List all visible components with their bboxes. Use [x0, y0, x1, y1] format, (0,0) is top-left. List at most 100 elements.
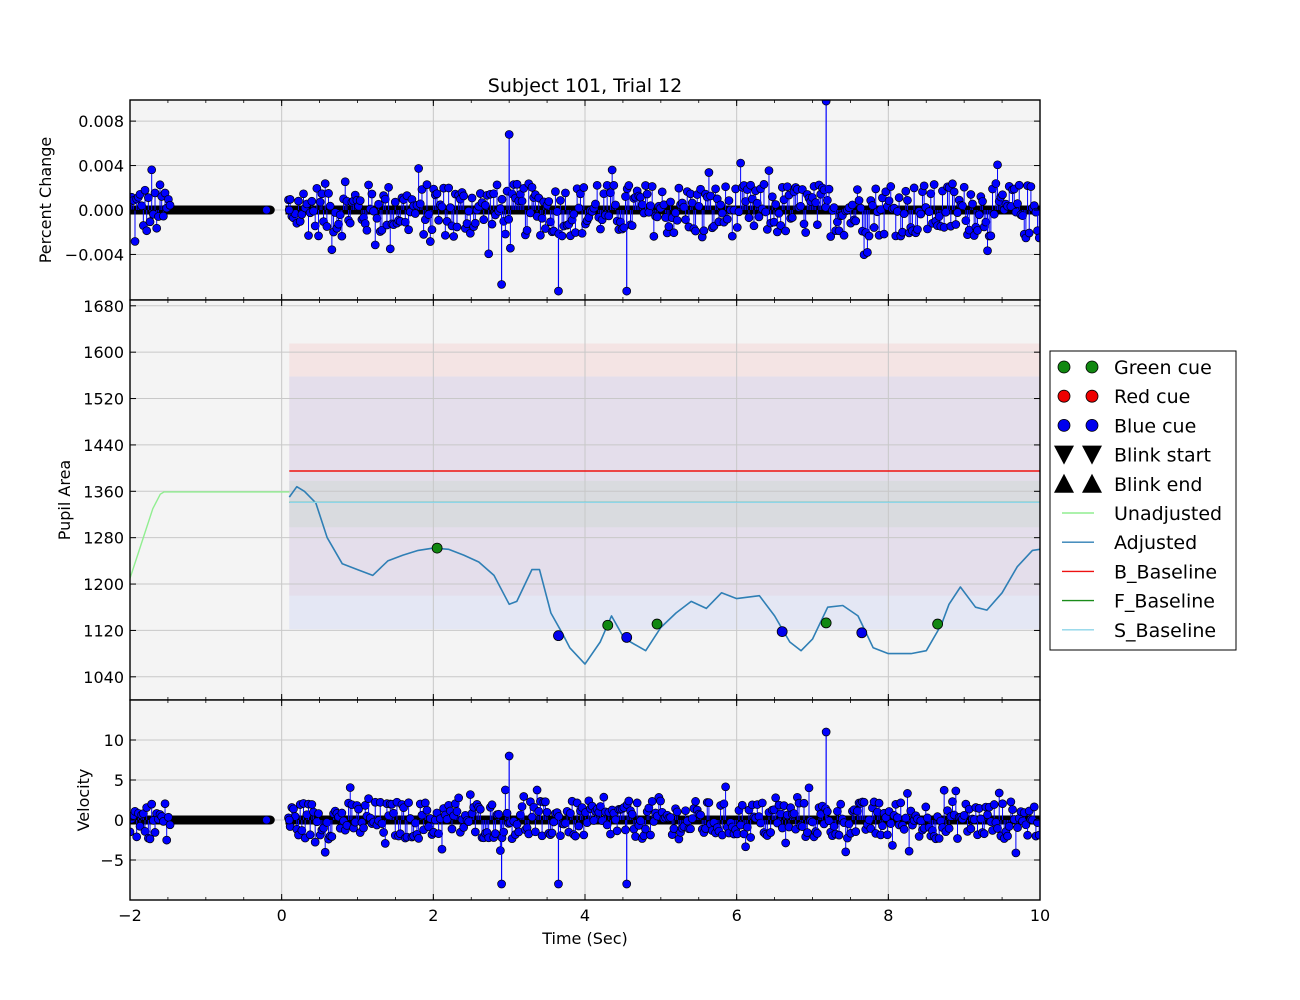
stem-point: [380, 839, 390, 848]
stem-point: [974, 210, 984, 220]
stem-point: [901, 813, 911, 823]
stem-point: [444, 183, 454, 193]
stem-point: [512, 179, 522, 189]
y-axis-label: Pupil Area: [55, 460, 74, 540]
stem-point: [926, 189, 936, 199]
band: [289, 343, 1040, 596]
stem-point: [696, 810, 705, 820]
stem-point: [367, 189, 377, 199]
legend-marker: [1057, 389, 1071, 403]
stem-point: [624, 796, 634, 806]
stem-point: [989, 209, 999, 219]
stem-point: [335, 210, 345, 220]
stem-point: [756, 818, 765, 828]
stem-point: [501, 229, 510, 239]
stem-point: [556, 196, 565, 205]
stem-point: [844, 819, 854, 829]
stem-point: [481, 201, 490, 210]
stem-point: [165, 820, 175, 830]
stem-point: [666, 197, 675, 207]
legend-item: Green cue: [1057, 357, 1212, 379]
y-tick-label: 1360: [83, 482, 124, 501]
stem-point: [764, 166, 774, 175]
stem-point: [577, 228, 587, 238]
stem-point: [993, 824, 1002, 833]
stem-point: [327, 832, 337, 841]
stem-point: [470, 827, 480, 837]
y-tick-label: 1680: [83, 297, 124, 316]
stem-point: [147, 165, 157, 175]
stem-point: [596, 802, 605, 811]
stem-point: [744, 213, 754, 223]
stem-point: [983, 246, 992, 256]
stem-point: [903, 789, 912, 798]
y-tick-label: 5: [114, 771, 124, 790]
stem-point: [527, 182, 537, 192]
stem-point: [649, 232, 659, 241]
stem-point: [137, 201, 147, 211]
stem-point: [445, 203, 455, 212]
stem-point: [824, 184, 834, 194]
stem-point: [415, 199, 425, 209]
stem-point: [621, 192, 630, 201]
stem-point: [144, 193, 153, 203]
stem-point: [901, 186, 911, 196]
stem-point: [896, 798, 906, 808]
legend-label: F_Baseline: [1114, 591, 1215, 613]
legend-label: Red cue: [1114, 386, 1190, 408]
stem-point: [746, 833, 755, 842]
stem-point: [501, 785, 510, 795]
stem-point: [592, 180, 602, 190]
stem-point: [647, 182, 657, 191]
blue-cue-marker: [856, 627, 868, 639]
stem-point: [711, 184, 720, 194]
stem-point: [916, 209, 926, 219]
stem-point: [404, 798, 413, 808]
stem-point: [372, 213, 382, 223]
panel-percent_change: −0.004 0.000 0.004 0.008 Percent Change: [36, 99, 1041, 301]
legend-item: B_Baseline: [1062, 561, 1217, 583]
stem-point: [856, 203, 866, 213]
x-axis-label: Time (Sec): [541, 929, 628, 948]
stem-point: [893, 813, 902, 822]
stem-point: [913, 225, 922, 234]
stem-point: [904, 846, 914, 856]
stem-point: [150, 188, 160, 198]
legend-label: S_Baseline: [1114, 620, 1216, 642]
stem-point: [672, 807, 682, 817]
stem-point: [1013, 823, 1022, 832]
stem-point: [496, 846, 505, 855]
stem-point: [422, 805, 432, 815]
stem-point: [140, 185, 150, 195]
stem-point: [556, 831, 565, 841]
stem-point: [566, 809, 575, 818]
stem-point: [506, 243, 515, 253]
stem-point: [647, 796, 657, 806]
panel-velocity: −5 0 5 10 Velocity −2 0 2 4 6 8 10: [74, 699, 1050, 925]
plot-content: [130, 300, 1040, 700]
stem-point: [345, 218, 355, 228]
stem-point: [679, 202, 689, 212]
y-tick-label: 1280: [83, 529, 124, 548]
stem-point: [512, 820, 522, 829]
stem-point: [851, 216, 861, 226]
stem-point: [534, 807, 544, 816]
stem-point: [532, 785, 542, 795]
blue-cue-marker: [776, 626, 788, 637]
stem-point: [864, 231, 874, 241]
stem-point: [589, 816, 599, 825]
stem-point: [284, 205, 294, 215]
stem-point: [165, 200, 175, 210]
stem-point: [571, 831, 580, 841]
stem-point: [979, 829, 989, 839]
stem-point: [364, 180, 373, 190]
stem-point: [370, 240, 380, 250]
stem-point: [315, 197, 325, 207]
stem-point: [452, 807, 462, 816]
stem-point: [295, 217, 305, 226]
panel-pupil_area: 1040 1120 1200 1280 1360 1440 1520 1600 1680 Pupi…: [55, 297, 1041, 701]
stem-point: [766, 828, 775, 837]
stem-point: [781, 226, 791, 236]
series-unadjusted: [130, 491, 290, 579]
